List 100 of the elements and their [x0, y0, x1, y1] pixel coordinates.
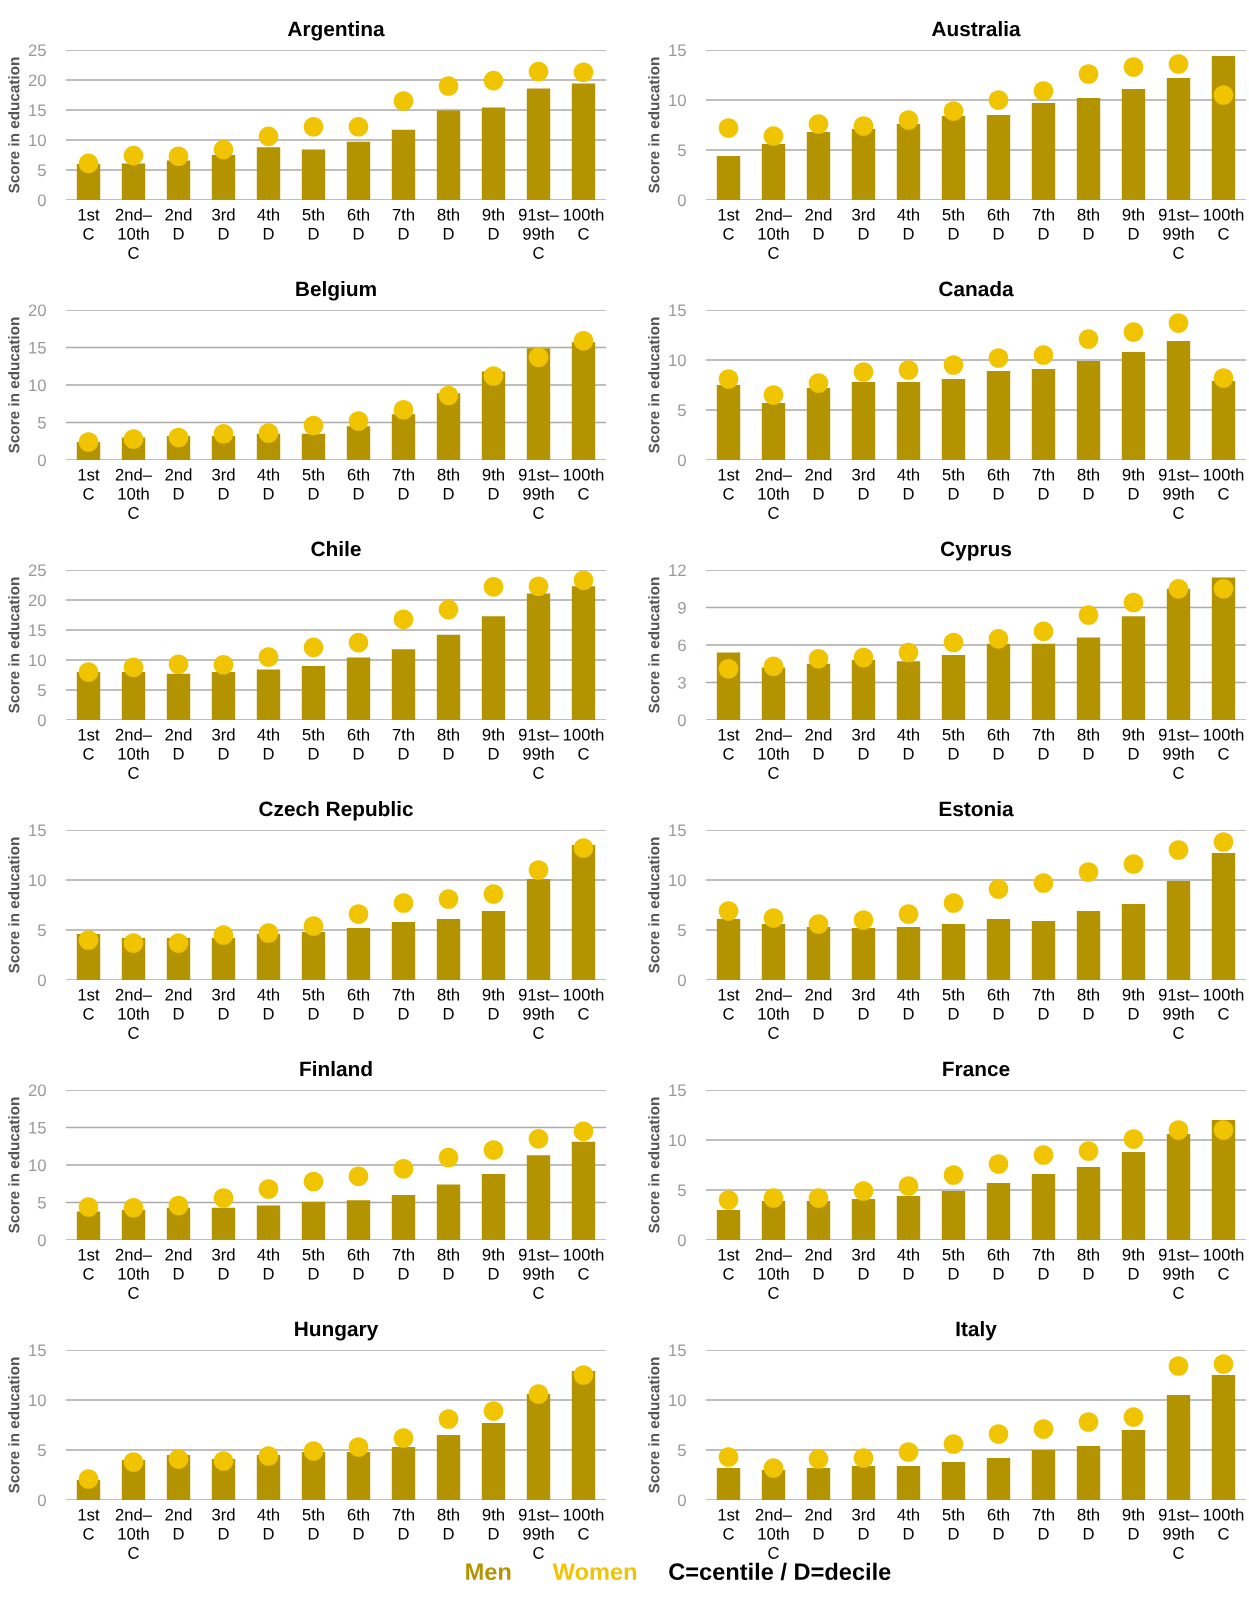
bar	[121, 672, 146, 720]
y-axis-title: Score in education	[648, 317, 660, 453]
point	[168, 146, 189, 167]
point	[213, 139, 234, 160]
bar	[301, 1201, 326, 1240]
bar	[896, 661, 921, 720]
bar	[716, 1468, 741, 1500]
x-tick-label: 7th D	[392, 468, 414, 500]
point	[808, 648, 829, 669]
x-tick-label: 2nd D	[805, 988, 832, 1020]
point	[1213, 85, 1234, 105]
x-tick-label: 5th D	[302, 468, 324, 500]
point	[1123, 854, 1144, 874]
x-tick-label: 2nd– 10th C	[755, 728, 793, 779]
bar	[1031, 1174, 1056, 1240]
point	[988, 628, 1009, 649]
bar	[301, 149, 326, 200]
x-tick-label: 2nd– 10th C	[115, 728, 153, 779]
x-tick-label: 100th C	[563, 1248, 604, 1280]
point	[78, 1197, 99, 1217]
point	[483, 884, 504, 904]
bar	[1076, 911, 1101, 980]
x-tick-label: 7th D	[1032, 728, 1054, 760]
x-tick-label: 5th D	[302, 1248, 324, 1280]
bar	[806, 927, 831, 980]
point	[1123, 1407, 1144, 1427]
bar	[1076, 637, 1101, 720]
y-tick-label: 6	[678, 639, 686, 652]
bar	[1211, 381, 1236, 460]
point	[718, 1190, 739, 1210]
y-tick-label: 20	[28, 594, 46, 607]
x-tick-label: 6th D	[987, 988, 1009, 1020]
bar	[481, 911, 506, 980]
bar	[526, 1394, 551, 1500]
x-tick-label: 9th D	[482, 1508, 504, 1540]
y-tick-label: 15	[29, 1344, 46, 1357]
x-tick-label: 3rd D	[212, 208, 235, 240]
bar	[256, 1205, 281, 1240]
bar	[896, 1196, 921, 1240]
bar	[896, 124, 921, 200]
x-tick-label: 5th D	[942, 468, 964, 500]
x-tick-label: 1st C	[718, 1248, 740, 1280]
chart-title: Chile	[311, 541, 361, 557]
y-tick-label: 0	[37, 714, 46, 727]
x-tick-label: 4th D	[897, 208, 919, 240]
x-tick-label: 91st– 99th C	[518, 1248, 559, 1299]
x-tick-label: 2nd D	[805, 1248, 832, 1280]
bar	[346, 141, 371, 200]
point	[853, 647, 874, 668]
bar	[1076, 1446, 1101, 1500]
x-tick-label: 4th D	[257, 208, 279, 240]
point	[853, 1181, 874, 1201]
x-tick-label: 91st– 99th C	[1158, 1248, 1199, 1299]
chart-title: France	[943, 1061, 1010, 1077]
x-tick-label: 9th D	[1122, 1508, 1144, 1540]
point	[123, 1452, 144, 1472]
x-tick-label: 1st C	[78, 208, 100, 240]
point	[348, 1437, 369, 1457]
x-tick-label: 9th D	[482, 208, 504, 240]
y-tick-label: 10	[669, 94, 686, 107]
point	[1168, 313, 1189, 333]
chart-title: Argentina	[287, 21, 385, 41]
point	[1078, 64, 1099, 84]
point	[1168, 1356, 1189, 1376]
bar	[436, 1435, 461, 1500]
bar	[436, 919, 461, 980]
point	[123, 933, 144, 953]
y-axis-title: Score in education	[648, 577, 660, 713]
y-tick-label: 15	[29, 1122, 46, 1134]
x-tick-label: 2nd– 10th C	[115, 208, 153, 259]
x-tick-label: 2nd D	[805, 468, 832, 500]
x-tick-label: 9th D	[482, 728, 504, 760]
x-tick-label: 1st C	[718, 208, 740, 240]
point	[943, 1165, 964, 1185]
x-tick-label: 6th D	[347, 1508, 369, 1540]
y-tick-label: 10	[29, 1159, 46, 1172]
point	[483, 1401, 504, 1421]
point	[1033, 1419, 1054, 1439]
y-tick-label: 0	[37, 194, 46, 207]
bar	[571, 83, 596, 200]
x-tick-label: 9th D	[482, 468, 504, 500]
point	[258, 1179, 279, 1199]
x-tick-label: 3rd D	[212, 988, 235, 1020]
x-tick-label: 100th C	[1203, 728, 1244, 760]
chart-title: Estonia	[939, 801, 1014, 817]
bar	[436, 1184, 461, 1240]
y-tick-label: 10	[29, 134, 46, 147]
point	[853, 362, 874, 382]
bar	[1166, 881, 1191, 980]
point	[393, 91, 414, 111]
y-tick-label: 20	[28, 304, 46, 317]
point	[393, 399, 414, 420]
x-tick-label: 2nd D	[165, 468, 192, 500]
point	[123, 145, 144, 166]
x-tick-label: 100th C	[1203, 1508, 1244, 1540]
point	[1168, 1120, 1189, 1140]
y-tick-label: 0	[37, 454, 46, 467]
bar	[986, 1183, 1011, 1240]
y-axis-title: Score in education	[648, 1357, 660, 1493]
point	[808, 914, 829, 934]
